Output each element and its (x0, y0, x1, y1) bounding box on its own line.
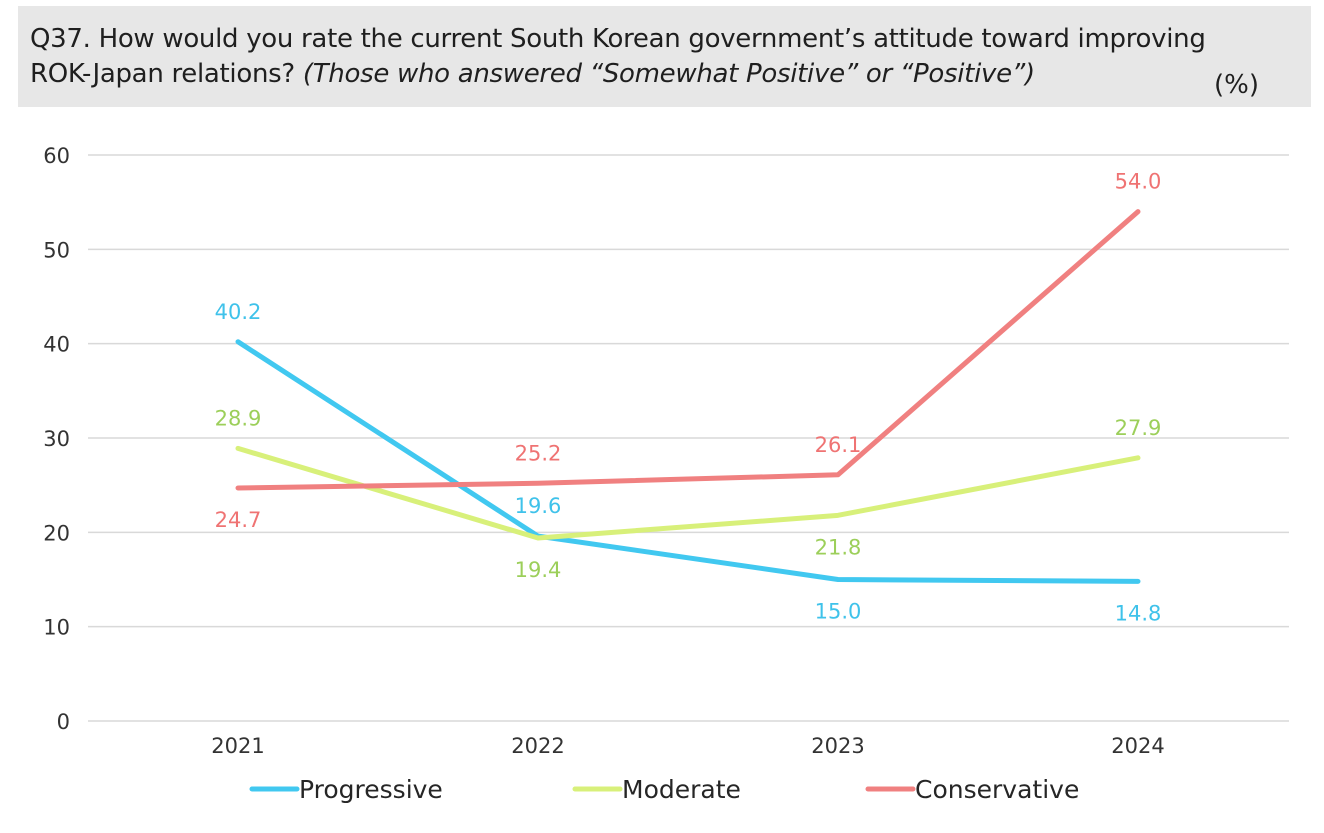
data-label-moderate: 19.4 (515, 558, 562, 582)
y-tick-label: 40 (43, 333, 70, 357)
series-line-conservative (235, 209, 1141, 491)
unit-label: (%) (1214, 70, 1259, 100)
series-line-moderate (235, 445, 1141, 541)
y-axis-ticks: 0 10 20 30 40 50 60 (43, 144, 70, 734)
legend-item-conservative: Conservative (865, 775, 1079, 804)
legend-label: Moderate (622, 775, 741, 804)
legend: Progressive Moderate Conservative (249, 775, 1079, 804)
data-label-moderate: 27.9 (1115, 416, 1162, 440)
x-tick-label: 2023 (811, 734, 864, 758)
chart-title: Q37. How would you rate the current Sout… (30, 24, 1206, 54)
chart-title-box: Q37. How would you rate the current Sout… (18, 6, 1311, 107)
chart-subtitle: ROK-Japan relations? (Those who answered… (30, 59, 1035, 89)
data-label-moderate: 28.9 (215, 406, 262, 430)
gridlines (88, 154, 1289, 722)
legend-label: Conservative (915, 775, 1079, 804)
series-line-progressive (235, 339, 1141, 584)
y-tick-label: 10 (43, 616, 70, 640)
data-label-progressive: 40.2 (215, 300, 262, 324)
legend-item-moderate: Moderate (572, 775, 741, 804)
legend-item-progressive: Progressive (249, 775, 443, 804)
data-label-progressive: 14.8 (1115, 601, 1162, 625)
y-tick-label: 50 (43, 238, 70, 262)
y-tick-label: 30 (43, 427, 70, 451)
data-label-conservative: 25.2 (515, 441, 562, 465)
data-label-conservative: 24.7 (215, 508, 262, 532)
y-tick-label: 60 (43, 144, 70, 168)
chart-title-continuation: ROK-Japan relations? (30, 59, 303, 89)
x-tick-label: 2022 (511, 734, 564, 758)
chart-title-note: (Those who answered “Somewhat Positive” … (302, 59, 1035, 89)
data-label-progressive: 19.6 (515, 494, 562, 518)
x-tick-label: 2021 (211, 734, 264, 758)
x-tick-label: 2024 (1111, 734, 1164, 758)
series-lines (235, 209, 1141, 584)
y-tick-label: 20 (43, 521, 70, 545)
data-label-moderate: 21.8 (815, 535, 862, 559)
y-tick-label: 0 (57, 710, 70, 734)
data-label-progressive: 15.0 (815, 600, 862, 624)
data-label-conservative: 26.1 (815, 433, 862, 457)
x-axis-ticks: 2021 2022 2023 2024 (211, 734, 1164, 758)
data-labels: 40.2 19.6 15.0 14.8 28.9 19.4 21.8 27.9 24.7 25.2… (215, 170, 1162, 626)
legend-label: Progressive (299, 775, 443, 804)
data-label-conservative: 54.0 (1115, 170, 1162, 194)
